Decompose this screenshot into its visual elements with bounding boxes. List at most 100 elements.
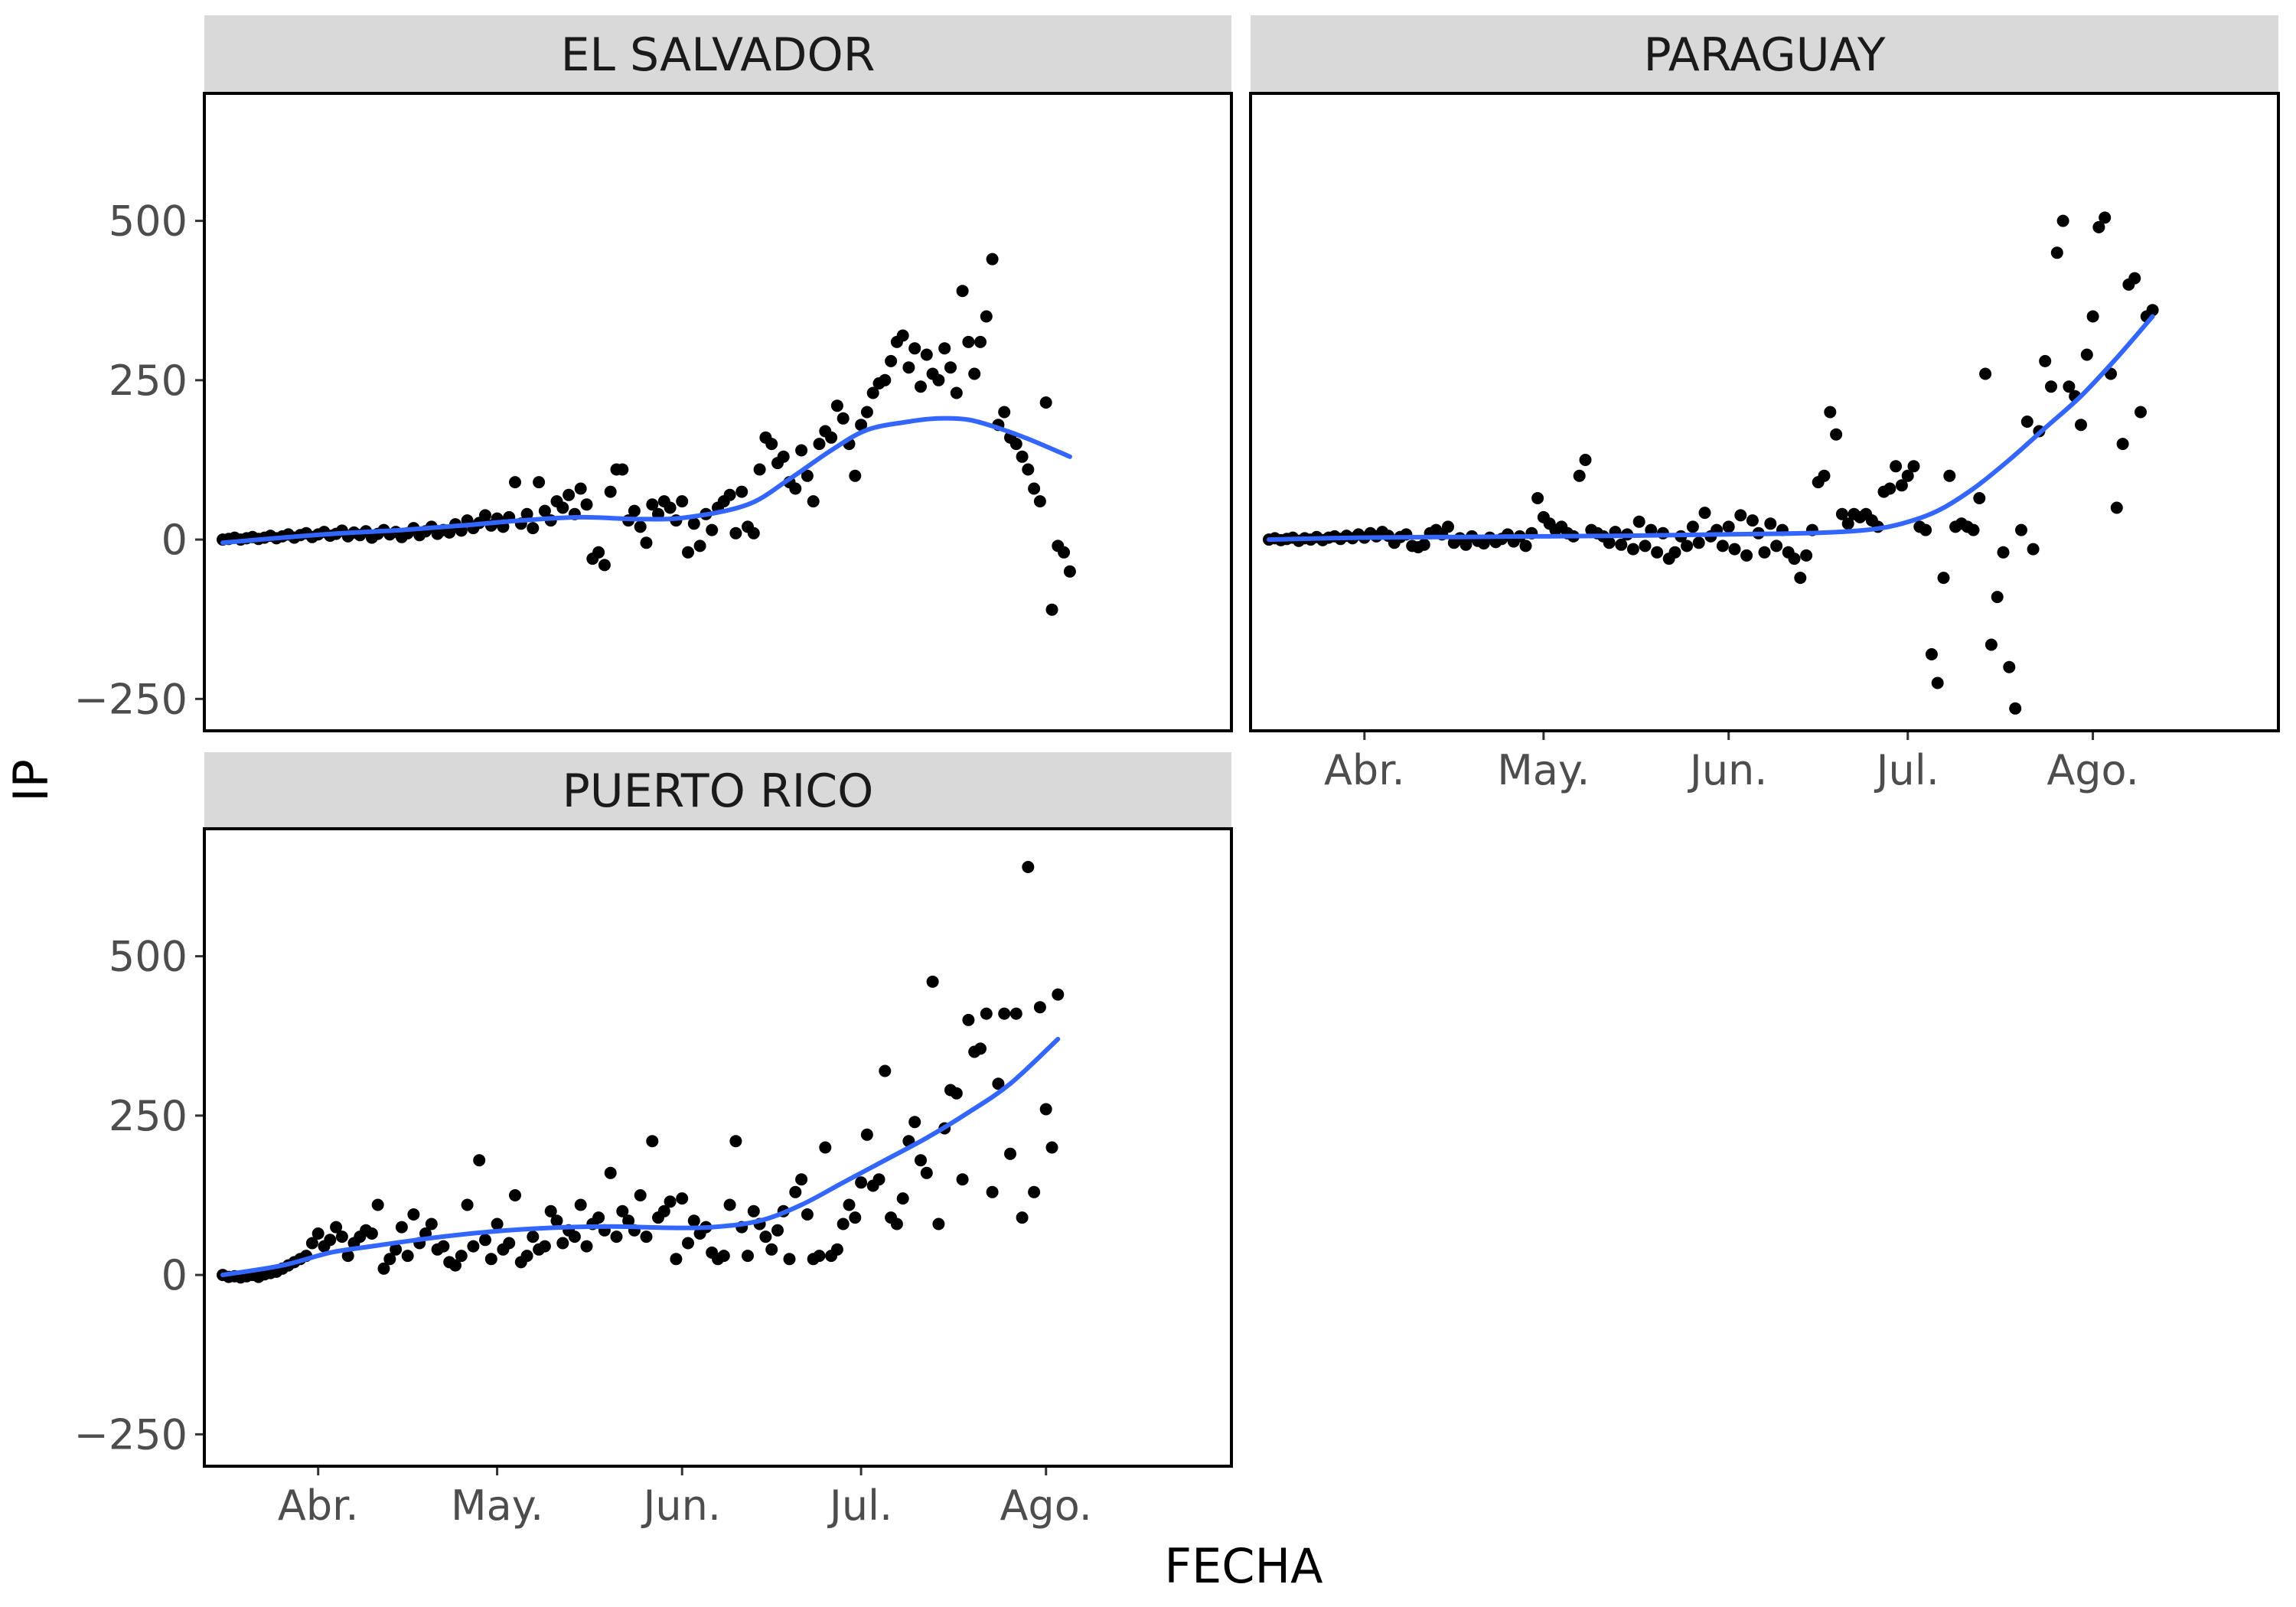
data-point (1979, 367, 1992, 380)
panels-layer: EL SALVADOR −250 0 250 500 PARAGUAY Abr. May. Ju… (74, 15, 2280, 1530)
y-tick-label: 0 (161, 1251, 188, 1299)
data-point (789, 1185, 802, 1198)
data-point (986, 1185, 999, 1198)
data-point (920, 348, 933, 361)
data-point (837, 412, 850, 425)
data-point (616, 463, 629, 476)
data-point (1835, 507, 1848, 520)
data-point (980, 310, 993, 323)
panel-border (1249, 92, 2280, 732)
data-point (365, 1227, 378, 1240)
data-point (896, 329, 909, 342)
data-point (2050, 246, 2063, 259)
data-point (974, 1042, 987, 1055)
data-point (1028, 1185, 1041, 1198)
data-point (574, 482, 587, 495)
data-point (371, 1198, 384, 1211)
data-point (1967, 523, 1980, 536)
data-point (1698, 507, 1711, 520)
x-tick-label: Jun. (641, 1482, 721, 1530)
data-point (1639, 539, 1652, 553)
data-point (664, 501, 677, 514)
data-point (1883, 482, 1896, 495)
data-point (1645, 523, 1658, 536)
data-point (544, 1204, 557, 1217)
x-tick-label: Abr. (278, 1482, 359, 1530)
data-point (1734, 509, 1747, 522)
data-point (2146, 304, 2159, 317)
data-point (324, 1234, 337, 1247)
strip-label: PARAGUAY (1643, 28, 1885, 82)
data-point (1442, 520, 1454, 533)
data-point (908, 342, 921, 355)
data-point (1016, 1211, 1029, 1224)
x-tick-label: May. (1497, 746, 1590, 794)
data-point (1681, 539, 1694, 553)
data-point (974, 335, 987, 348)
data-point (717, 1250, 730, 1263)
data-point (938, 342, 951, 355)
data-point (305, 1237, 318, 1250)
data-point (664, 1195, 677, 1208)
data-point (920, 1166, 933, 1179)
data-point (330, 1221, 343, 1234)
data-point (479, 1234, 491, 1247)
y-tick-label: 500 (109, 933, 188, 981)
data-point (520, 1250, 533, 1263)
data-point (813, 438, 826, 451)
data-point (777, 450, 790, 463)
data-point (670, 1253, 683, 1266)
strip-label: EL SALVADOR (561, 28, 876, 82)
data-point (825, 431, 838, 444)
panel-el-salvador: EL SALVADOR −250 0 250 500 (74, 15, 1233, 732)
data-point (807, 495, 820, 508)
data-point (1615, 538, 1628, 551)
data-point (866, 386, 879, 399)
data-point (2056, 214, 2069, 227)
data-point (1686, 520, 1699, 533)
data-point (503, 1237, 516, 1250)
data-point (1022, 463, 1035, 476)
data-point (491, 1217, 504, 1231)
data-point (980, 1007, 993, 1020)
data-point (2009, 702, 2022, 715)
data-point (527, 522, 540, 535)
data-point (801, 469, 814, 482)
points-puerto-rico (217, 861, 1065, 1284)
data-point (682, 1237, 694, 1250)
data-point (1925, 648, 1938, 660)
data-point (2045, 380, 2057, 393)
y-tick-label: 500 (109, 197, 188, 246)
data-point (890, 1217, 903, 1231)
data-point (902, 361, 915, 374)
data-point (1830, 428, 1843, 441)
data-point (1022, 861, 1035, 873)
data-point (425, 1217, 438, 1231)
data-point (723, 488, 736, 501)
data-point (657, 1204, 670, 1217)
data-point (795, 1173, 808, 1186)
data-point (789, 482, 802, 495)
data-point (580, 498, 593, 511)
data-point (574, 1198, 587, 1211)
data-point (479, 509, 491, 522)
x-tick-label: Jul. (827, 1482, 892, 1530)
data-point (610, 1231, 623, 1244)
data-point (1058, 546, 1071, 559)
data-point (383, 1253, 396, 1266)
data-point (1937, 572, 1950, 585)
data-point (729, 526, 742, 539)
data-point (2128, 272, 2141, 285)
y-axis-title: IP (3, 759, 59, 802)
data-point (819, 1141, 832, 1154)
data-point (676, 495, 689, 508)
data-point (640, 536, 653, 549)
data-point (395, 1221, 408, 1234)
data-point (1890, 460, 1903, 473)
data-point (735, 485, 748, 498)
data-point (2015, 523, 2027, 536)
x-tick-label: Ago. (2047, 746, 2138, 794)
data-point (849, 1211, 862, 1224)
data-point (1728, 543, 1741, 556)
